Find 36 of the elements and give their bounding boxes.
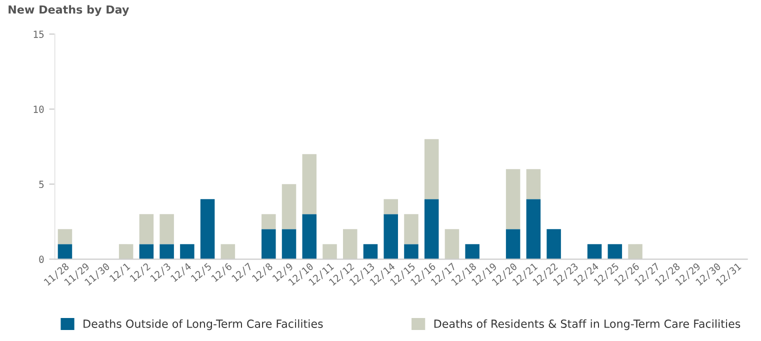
y-tick-label: 0 bbox=[39, 256, 44, 264]
bar bbox=[608, 244, 622, 260]
bar bbox=[546, 229, 561, 260]
bar bbox=[465, 244, 480, 260]
bar bbox=[139, 214, 154, 244]
bar bbox=[282, 229, 296, 260]
bar bbox=[58, 244, 72, 260]
y-tick-label: 5 bbox=[39, 180, 44, 188]
bar bbox=[160, 214, 174, 244]
bar bbox=[139, 244, 154, 260]
bar bbox=[506, 229, 520, 260]
legend-label: Deaths of Residents & Staff in Long-Term Care Facilities bbox=[434, 319, 740, 330]
bar bbox=[384, 214, 398, 260]
bar bbox=[302, 214, 317, 260]
bar bbox=[262, 229, 276, 260]
bar bbox=[363, 244, 378, 260]
chart-title: New Deaths by Day bbox=[8, 5, 130, 16]
bar bbox=[506, 169, 520, 230]
bar bbox=[526, 199, 541, 260]
bar bbox=[587, 244, 602, 260]
legend-label: Deaths Outside of Long-Term Care Facilities bbox=[84, 319, 323, 330]
bar bbox=[384, 199, 398, 214]
bar bbox=[262, 214, 276, 230]
y-tick-label: 10 bbox=[34, 106, 44, 113]
bar bbox=[404, 214, 418, 244]
bar bbox=[58, 229, 72, 244]
y-tick-label: 15 bbox=[34, 30, 44, 38]
bar bbox=[200, 199, 215, 260]
bar bbox=[526, 169, 541, 200]
bar bbox=[404, 244, 418, 260]
bar bbox=[424, 139, 439, 200]
bar bbox=[424, 199, 439, 260]
bar bbox=[160, 244, 174, 260]
bar bbox=[180, 244, 194, 260]
bar bbox=[282, 184, 296, 230]
bar bbox=[302, 154, 317, 214]
